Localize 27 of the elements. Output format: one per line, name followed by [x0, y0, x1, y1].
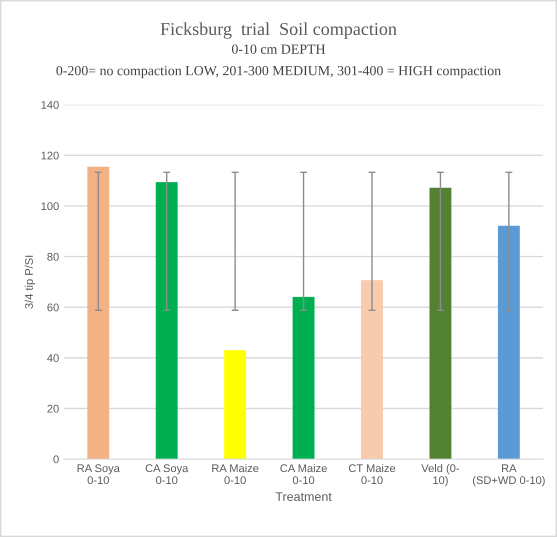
y-tick-label: 20 [47, 404, 59, 413]
x-tick-label: CT Maize 0-10 [348, 464, 396, 484]
x-tick-label: CA Soya 0-10 [146, 464, 188, 484]
chart-subtitle: 0-10 cm DEPTH [232, 44, 326, 54]
y-tick-label: 0 [53, 455, 59, 464]
x-tick-label: CA Maize 0-10 [280, 464, 327, 484]
y-tick-label: 80 [47, 252, 59, 261]
y-tick-label: 40 [47, 354, 59, 362]
y-tick-label: 100 [42, 202, 59, 210]
bar [87, 166, 110, 460]
bar [361, 280, 383, 460]
bar [292, 296, 315, 460]
x-tick-label: RA Maize 0-10 [212, 464, 258, 484]
chart-title: Ficksburg trial Soil compaction [160, 22, 397, 39]
x-tick-label: Veld (0-10) [421, 464, 460, 486]
y-tick-label: 60 [47, 304, 59, 312]
x-axis-title: Treatment [276, 492, 332, 502]
y-tick-label: 120 [42, 152, 59, 160]
y-axis-title: 3/4 tip P/SI [24, 256, 36, 309]
x-tick-label: RA (SD+WD 0-10) [472, 464, 545, 486]
text: 0-200= no compaction LOW, 201-300 MEDIUM, 301-400 = HIGH compaction [56, 66, 501, 78]
y-tick-label: 140 [42, 100, 59, 109]
bar [498, 226, 520, 460]
bar [224, 350, 246, 460]
bar [156, 182, 178, 460]
bar [429, 188, 452, 460]
x-tick-label: RA Soya 0-10 [78, 464, 120, 484]
